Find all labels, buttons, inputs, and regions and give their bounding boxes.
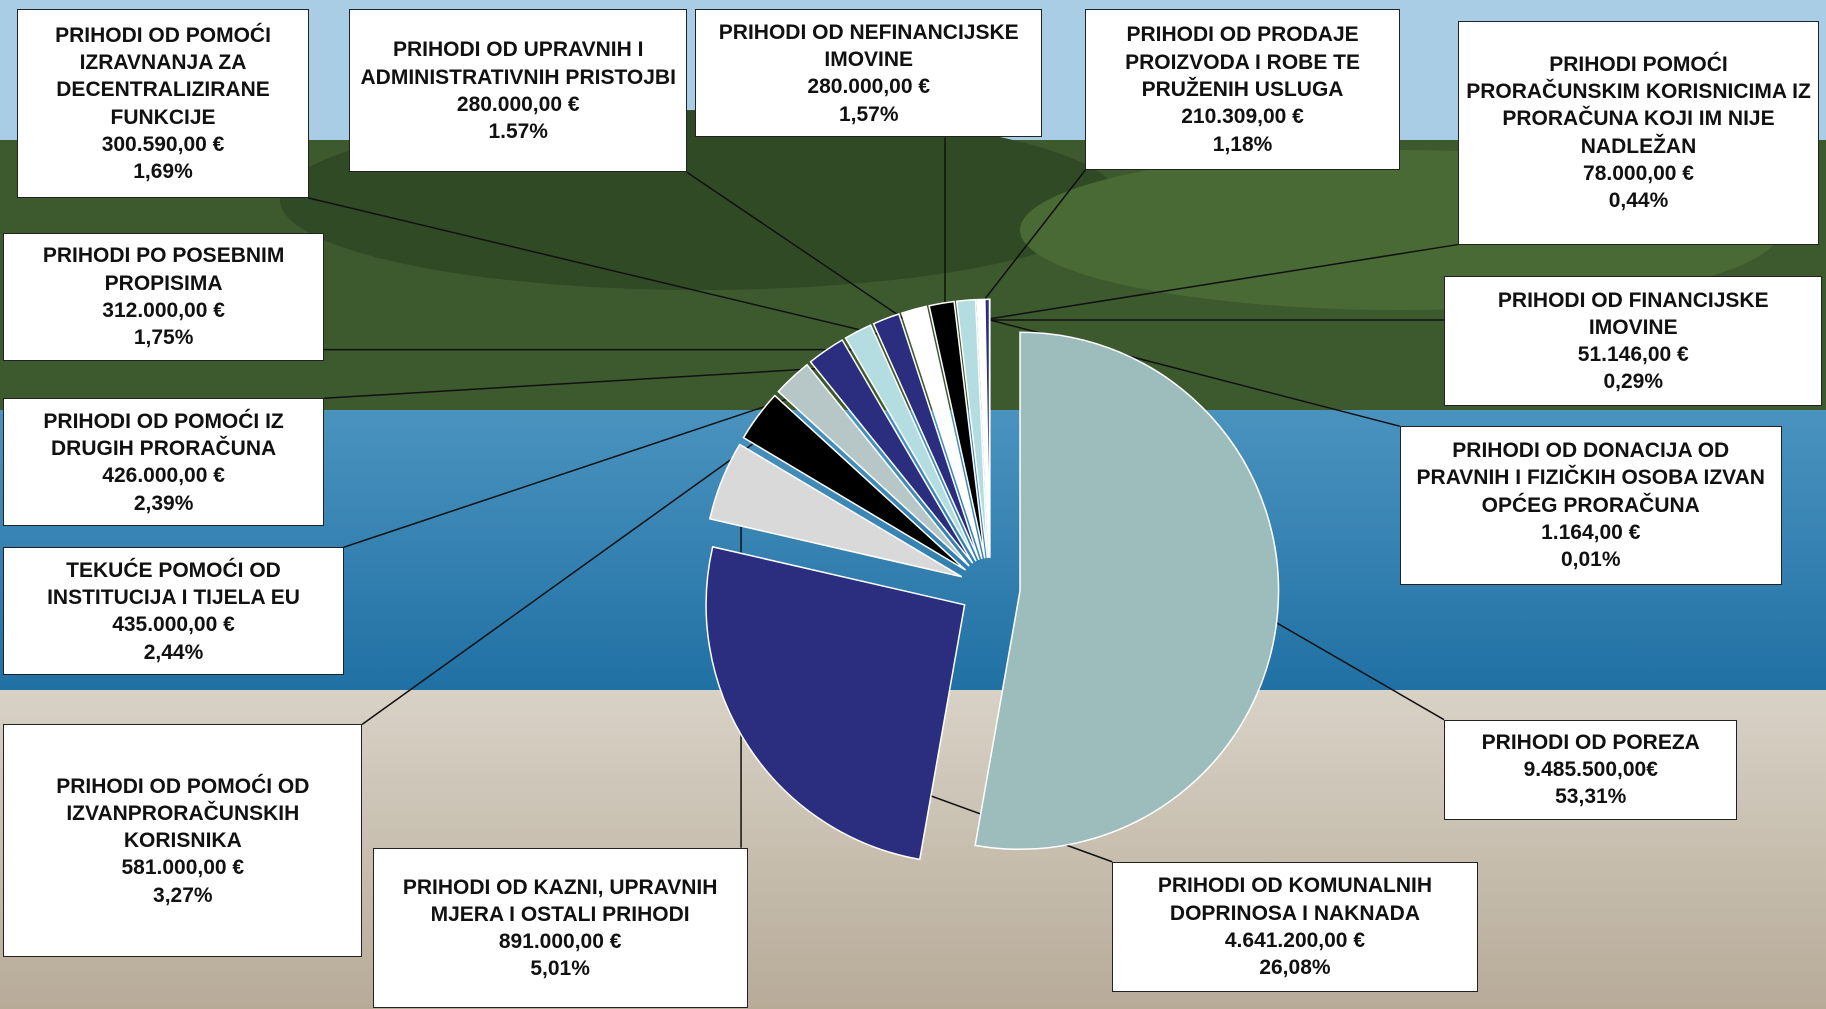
pie-slice	[809, 338, 974, 564]
percent-label: 3,27%	[153, 883, 213, 907]
leader-line	[361, 427, 776, 725]
pie-slice	[777, 363, 970, 567]
percent-label: 53,31%	[1555, 785, 1627, 809]
leader-line	[323, 366, 838, 400]
percent-label: 1,57%	[838, 102, 899, 126]
slice-label: PRIHODI POMOĆI PRORAČUNSKIM KORISNICIMA …	[1458, 20, 1819, 245]
pie-slice	[900, 305, 983, 560]
slice-label: TEKUĆE POMOĆI OD INSTITUCIJA I TIJELA EU…	[3, 547, 344, 676]
pie-slice	[928, 300, 986, 559]
slice-label: PRIHODI PO POSEBNIM PROPISIMA 312.000,00 …	[3, 232, 324, 361]
value-label: 891.000,00 €	[498, 930, 622, 954]
pie-slice	[705, 545, 966, 861]
leader-line	[343, 391, 807, 549]
category-label: PRIHODI OD PRODAJE PROIZVODA I ROBE TE P…	[1125, 23, 1361, 102]
category-label: PRIHODI OD POMOĆI OD IZVANPRORAČUNSKIH K…	[56, 774, 310, 853]
leader-line	[308, 197, 894, 339]
value-label: 1.164,00 €	[1541, 521, 1641, 545]
category-label: PRIHODI OD KAZNI, UPRAVNIH MJERA I OSTAL…	[402, 875, 718, 926]
value-label: 280.000,00 €	[456, 92, 580, 116]
category-label: PRIHODI OD POMOĆI IZ DRUGIH PRORAČUNA	[43, 409, 284, 461]
slice-label: PRIHODI OD NEFINANCIJSKE IMOVINE 280.000,…	[695, 9, 1043, 138]
slice-label: PRIHODI OD POREZA 9.485.500,00€ 53,31%	[1444, 719, 1738, 820]
pie-slice	[955, 298, 989, 559]
percent-label: 1,18%	[1212, 132, 1273, 156]
percent-label: 2,44%	[143, 640, 204, 664]
leader-line	[686, 171, 920, 331]
slice-label: PRIHODI OD UPRAVNIH I ADMINISTRATIVNIH P…	[349, 9, 688, 173]
category-label: PRIHODI OD POMOĆI IZRAVNANJA ZA DECENTRA…	[55, 23, 271, 129]
category-label: PRIHODI OD POREZA	[1481, 730, 1700, 754]
category-label: PRIHODI POMOĆI PRORAČUNSKIM KORISNICIMA …	[1466, 52, 1811, 158]
slice-label: PRIHODI OD DONACIJA OD PRAVNIH I FIZIČKI…	[1399, 426, 1782, 585]
leader-line	[981, 243, 1459, 321]
category-label: PRIHODI PO POSEBNIM PROPISIMA	[42, 244, 285, 295]
value-label: 210.309,00 €	[1181, 105, 1304, 129]
slice-label: PRIHODI OD POMOĆI OD IZVANPRORAČUNSKIH K…	[3, 724, 363, 958]
category-label: PRIHODI OD KOMUNALNIH DOPRINOSA I NAKNAD…	[1157, 874, 1433, 925]
leader-line	[967, 169, 1086, 322]
pie-slice	[844, 324, 977, 562]
percent-label: 1,69%	[133, 160, 193, 184]
leader-line	[1256, 610, 1445, 721]
percent-label: 1,75%	[133, 326, 194, 350]
slice-label: PRIHODI OD KAZNI, UPRAVNIH MJERA I OSTAL…	[372, 847, 748, 1009]
slice-label: PRIHODI OD KOMUNALNIH DOPRINOSA I NAKNAD…	[1112, 861, 1478, 993]
value-label: 435.000,00 €	[112, 613, 235, 637]
slice-label: PRIHODI OD POMOĆI IZ DRUGIH PRORAČUNA 426…	[3, 398, 324, 527]
value-label: 51.146,00 €	[1577, 343, 1689, 367]
percent-label: 0,29%	[1603, 370, 1664, 394]
percent-label: 5,01%	[530, 957, 590, 981]
pie-slice	[974, 331, 1280, 850]
category-label: PRIHODI OD NEFINANCIJSKE IMOVINE	[718, 20, 1019, 72]
percent-label: 0,44%	[1608, 189, 1669, 213]
percent-label: 0,01%	[1560, 548, 1621, 572]
slice-label: PRIHODI OD PRODAJE PROIZVODA I ROBE TE P…	[1085, 9, 1400, 171]
value-label: 426.000,00 €	[102, 464, 225, 488]
slice-label: PRIHODI OD POMOĆI IZRAVNANJA ZA DECENTRA…	[17, 9, 309, 198]
pie-slice	[708, 443, 963, 578]
value-label: 581.000,00 €	[121, 856, 245, 880]
percent-label: 1.57%	[488, 120, 548, 144]
value-label: 78.000,00 €	[1583, 162, 1694, 186]
category-label: PRIHODI OD DONACIJA OD PRAVNIH I FIZIČKI…	[1416, 439, 1765, 517]
value-label: 9.485.500,00€	[1523, 758, 1658, 782]
percent-label: 26,08%	[1259, 956, 1331, 980]
pie-slice	[742, 394, 967, 571]
pie-slice	[872, 313, 980, 561]
value-label: 312.000,00 €	[102, 298, 225, 322]
percent-label: 2,39%	[133, 491, 194, 515]
slice-label: PRIHODI OD FINANCIJSKE IMOVINE 51.146,00 …	[1444, 275, 1823, 407]
value-label: 300.590,00 €	[101, 132, 225, 156]
value-label: 4.641.200,00 €	[1224, 928, 1366, 952]
category-label: TEKUĆE POMOĆI OD INSTITUCIJA I TIJELA EU	[47, 558, 300, 610]
value-label: 280.000,00 €	[807, 75, 931, 99]
category-label: PRIHODI OD FINANCIJSKE IMOVINE	[1497, 288, 1769, 339]
category-label: PRIHODI OD UPRAVNIH I ADMINISTRATIVNIH P…	[360, 38, 676, 89]
